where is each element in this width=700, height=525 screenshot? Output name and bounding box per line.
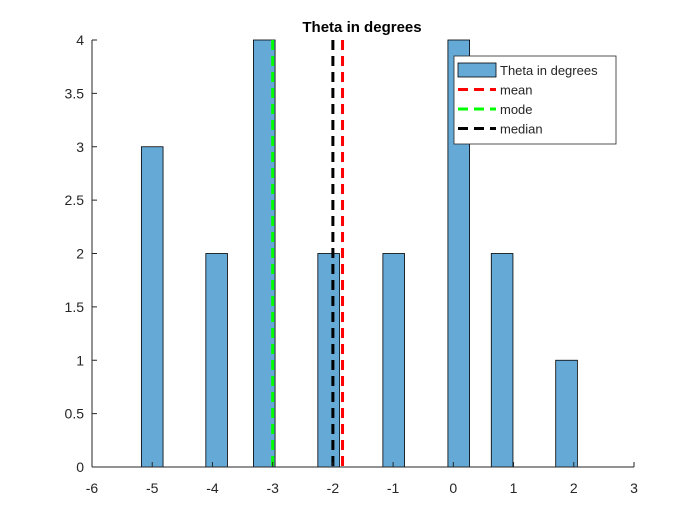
x-tick-label: -1 xyxy=(387,480,400,496)
y-tick-label: 1.5 xyxy=(65,299,85,315)
histogram-bar xyxy=(382,253,405,468)
histogram-bar xyxy=(317,253,340,468)
legend-label: mean xyxy=(500,83,533,98)
y-tick-label: 3 xyxy=(76,139,84,155)
y-tick-label: 3.5 xyxy=(65,85,85,101)
y-tick-label: 0.5 xyxy=(65,406,85,422)
chart-title: Theta in degrees xyxy=(302,19,421,36)
axes-layer: -6 -5 -4 -3 -2 -1 0 1 2 3 0 0.5 1 1.5 2 2.5 3 3.5 4 xyxy=(65,32,639,496)
x-tick-label: 3 xyxy=(630,480,638,496)
y-tick-label: 0 xyxy=(76,459,84,475)
x-tick-label: -5 xyxy=(146,480,159,496)
y-tick-label: 2.5 xyxy=(65,192,85,208)
x-tick-label: -3 xyxy=(266,480,279,496)
legend: Theta in degrees mean mode median xyxy=(453,55,617,145)
legend-label: Theta in degrees xyxy=(500,63,598,78)
y-tick-label: 1 xyxy=(76,352,84,368)
x-tick-label: 0 xyxy=(449,480,457,496)
reference-lines-layer xyxy=(271,40,345,467)
y-tick-label: 4 xyxy=(76,32,84,48)
legend-label: median xyxy=(500,122,543,137)
x-tick-label: -6 xyxy=(86,480,99,496)
histogram-bar xyxy=(555,359,578,468)
legend-swatch-bar xyxy=(457,62,497,78)
x-tick-label: -2 xyxy=(327,480,340,496)
x-tick-label: -4 xyxy=(206,480,219,496)
histogram-bar xyxy=(205,253,228,468)
histogram-bar xyxy=(490,253,514,468)
legend-label: mode xyxy=(500,102,533,117)
y-tick-label: 2 xyxy=(76,246,84,262)
histogram-bar xyxy=(140,146,164,468)
x-tick-label: 2 xyxy=(570,480,578,496)
x-tick-label: 1 xyxy=(510,480,518,496)
